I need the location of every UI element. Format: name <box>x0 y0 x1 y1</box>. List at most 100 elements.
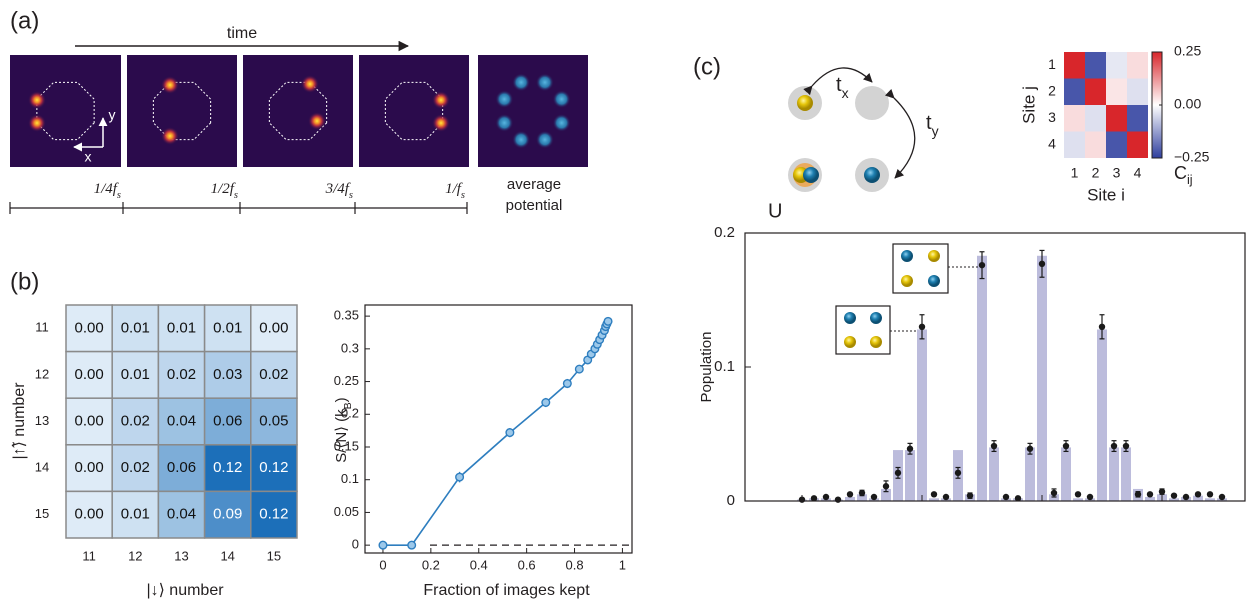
atom <box>844 312 856 324</box>
average-label: average potential <box>488 174 580 216</box>
data-point <box>1159 488 1165 494</box>
data-point <box>1099 324 1105 330</box>
cell-label: 0.01 <box>167 319 196 336</box>
cell-label: 0.00 <box>74 319 103 336</box>
spot <box>161 127 179 145</box>
average-spot <box>536 73 554 91</box>
x-tick-label: 0.2 <box>422 557 440 572</box>
data-point <box>1063 443 1069 449</box>
data-point <box>1171 492 1177 498</box>
time-tick-label-part: s <box>117 190 121 201</box>
cell-label: 0.01 <box>121 366 150 383</box>
heatmap-cell <box>1085 132 1106 159</box>
cell-label: 0.00 <box>259 319 288 336</box>
data-point <box>564 380 572 388</box>
average-spot <box>495 90 513 108</box>
average-spot <box>553 90 571 108</box>
cell-label: 0.02 <box>121 459 150 476</box>
average-spot <box>495 114 513 132</box>
x-tick-label: 0.6 <box>518 557 536 572</box>
y-tick-label: 0.3 <box>341 340 359 355</box>
data-point <box>823 494 829 500</box>
y-axis-label-part: S/⟨N⟩ (k <box>333 409 350 463</box>
heatmap-cell <box>1106 52 1127 79</box>
insets <box>836 244 978 354</box>
heatmap-cell <box>1106 79 1127 106</box>
time-tick-label-part: s <box>234 190 238 201</box>
bar <box>1109 447 1119 501</box>
colorbar-label: Cij <box>1174 163 1193 188</box>
y-tick-label: 0.2 <box>714 224 735 241</box>
data-point <box>979 262 985 268</box>
time-tick-label-part: 1/2f <box>211 181 236 197</box>
atom <box>901 275 913 287</box>
time-tick-label: 1/4fs <box>94 181 121 200</box>
heatmap-cell <box>1127 105 1148 132</box>
frames <box>10 55 588 167</box>
atom <box>797 95 813 111</box>
colorbar-label-part: ij <box>1187 173 1193 187</box>
cell-label: 0.04 <box>167 412 196 429</box>
data-point <box>1207 491 1213 497</box>
x-tick-label: 11 <box>82 548 96 563</box>
x-tick-label: 14 <box>220 548 234 563</box>
x-tick-label: 12 <box>128 548 142 563</box>
cell-label: 0.09 <box>213 506 242 523</box>
atom <box>870 312 882 324</box>
data-point <box>576 365 584 373</box>
y-tick-label: 0.35 <box>334 308 359 323</box>
y-tick-label: 0.1 <box>341 471 359 486</box>
bar <box>1097 329 1107 501</box>
cell-label: 0.01 <box>121 319 150 336</box>
spot <box>432 114 450 132</box>
interaction-label: U <box>768 200 782 222</box>
y-tick-label: 13 <box>35 413 49 428</box>
spot <box>301 75 319 93</box>
x-axis-label: |↓⟩ number <box>146 582 224 599</box>
cell-label: 0.04 <box>167 506 196 523</box>
axis-y-label: y <box>109 107 116 123</box>
heatmap-cell <box>1085 105 1106 132</box>
cell-label: 0.12 <box>259 459 288 476</box>
data-point <box>1123 443 1129 449</box>
data-point <box>1219 494 1225 500</box>
colorbar-tick-label: 0.00 <box>1174 96 1201 112</box>
colorbar-label-part: C <box>1174 163 1187 183</box>
heatmap-cell <box>1127 52 1148 79</box>
y-axis-label: Site j <box>1019 86 1038 124</box>
x-tick-label: 0.8 <box>565 557 583 572</box>
data-point <box>1111 443 1117 449</box>
cell-label: 0.01 <box>121 506 150 523</box>
data-point <box>1135 491 1141 497</box>
atom <box>870 336 882 348</box>
bar <box>989 447 999 501</box>
y-axis-label-part: B <box>342 402 354 409</box>
frame <box>127 55 237 167</box>
spot <box>432 91 450 109</box>
y-axis-label: |↑̃⟩ number <box>11 382 28 460</box>
y-tick-label: 11 <box>35 320 49 335</box>
y-axis-label: Population <box>698 332 715 403</box>
cell-label: 0.06 <box>213 412 242 429</box>
data-point <box>955 470 961 476</box>
time-tick-label-part: s <box>461 190 465 201</box>
frame <box>359 55 469 167</box>
cell-label: 0.00 <box>74 366 103 383</box>
x-axis-label: Site i <box>1087 185 1125 204</box>
panel-label: (a) <box>10 7 39 34</box>
y-tick-label: 15 <box>35 506 49 521</box>
data-point <box>456 473 464 481</box>
average-spot <box>512 73 530 91</box>
heatmap-cell <box>1127 132 1148 159</box>
cell-label: 0.02 <box>121 412 150 429</box>
panel-label: (b) <box>10 268 39 295</box>
time-tick-label: 1/2fs <box>211 181 238 200</box>
x-tick-label: 0.4 <box>470 557 488 572</box>
bar <box>905 450 915 501</box>
data-point <box>907 446 913 452</box>
panel-c-diagram <box>788 68 915 192</box>
x-tick-label: 2 <box>1092 165 1100 181</box>
bar <box>977 256 987 501</box>
data-point <box>847 491 853 497</box>
data-point <box>895 470 901 476</box>
